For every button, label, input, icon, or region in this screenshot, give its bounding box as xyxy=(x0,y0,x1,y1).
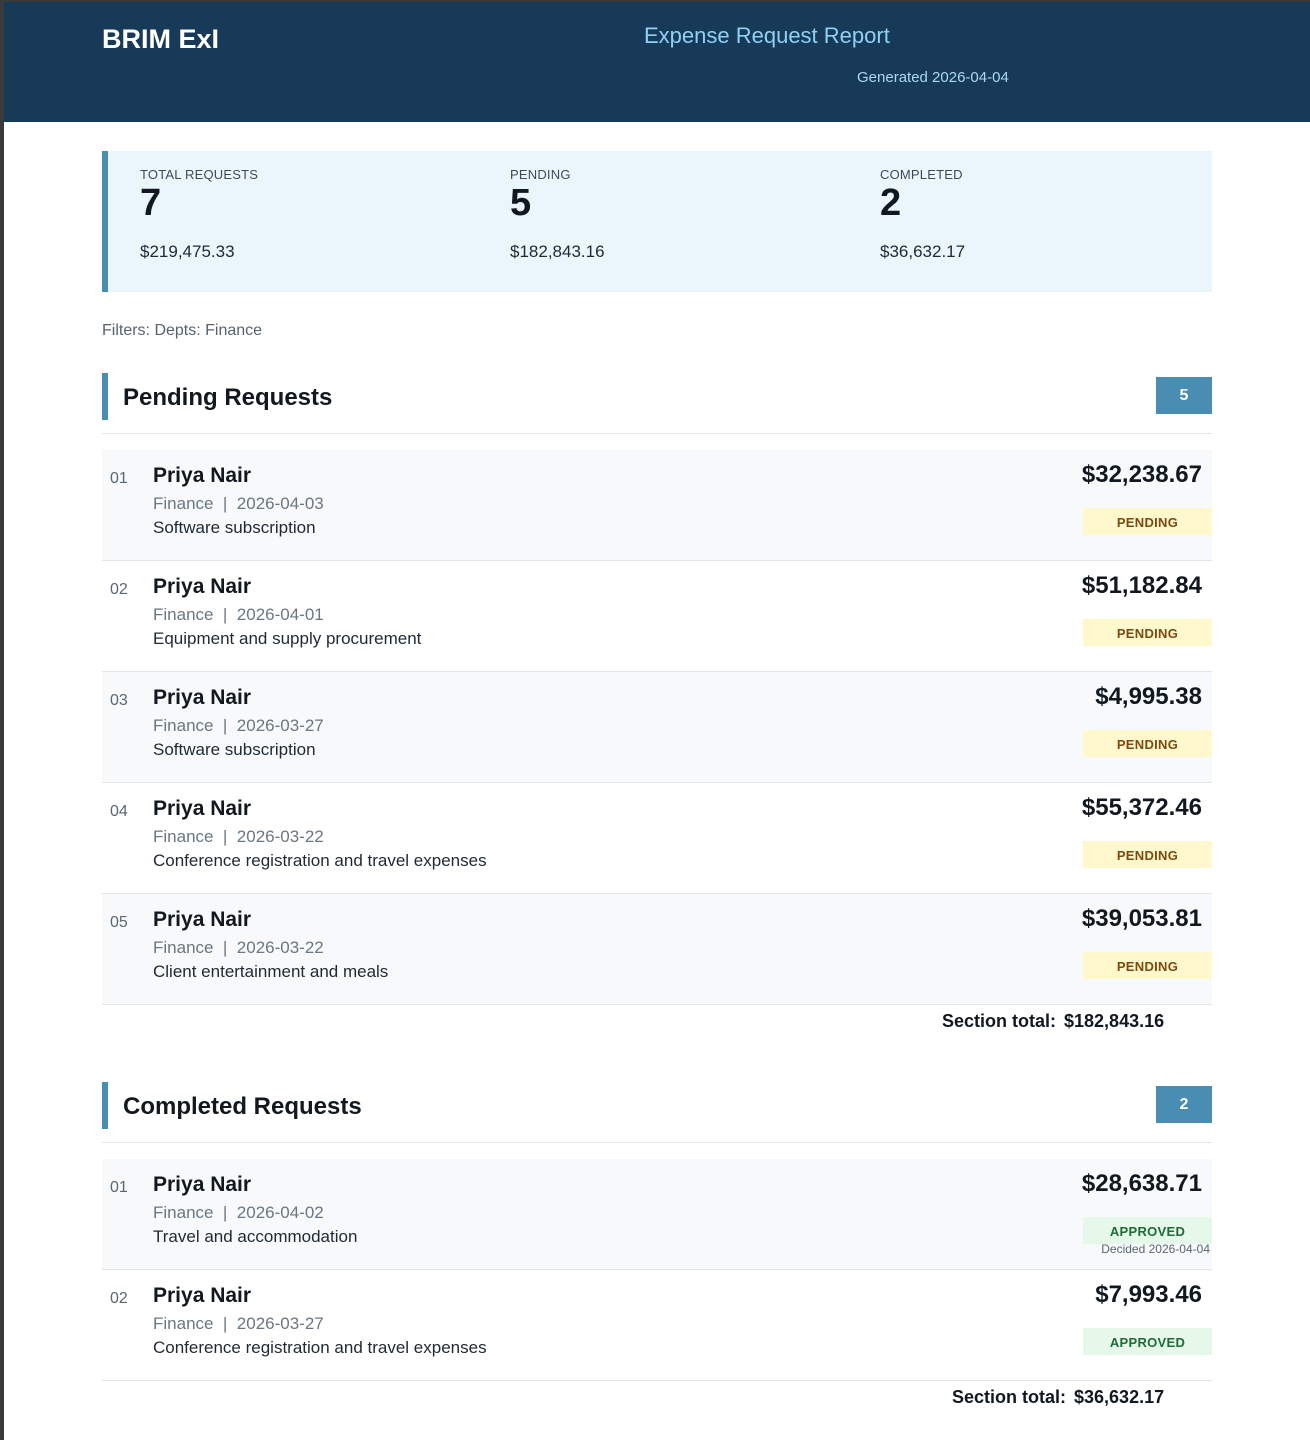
pending-section-header: Pending Requests 5 xyxy=(102,373,1212,434)
completed-section-total: Section total: $36,632.17 xyxy=(952,1387,1164,1408)
request-description: Travel and accommodation xyxy=(153,1227,358,1246)
completed-section-header: Completed Requests 2 xyxy=(102,1082,1212,1143)
stat-pending: PENDING 5 $182,843.16 xyxy=(510,167,605,262)
request-meta: Finance | 2026-03-27 xyxy=(153,1314,324,1333)
stat-total: TOTAL REQUESTS 7 $219,475.33 xyxy=(140,167,258,262)
request-row: 05 Priya Nair Finance | 2026-03-22 Client e… xyxy=(102,894,1212,1005)
request-row: 02 Priya Nair Finance | 2026-04-01 Equipmen… xyxy=(102,561,1212,672)
request-description: Client entertainment and meals xyxy=(153,962,389,981)
request-amount: $28,638.71 xyxy=(1081,1170,1202,1197)
stat-completed-count: 2 xyxy=(880,182,902,224)
stat-total-amount: $219,475.33 xyxy=(140,242,235,261)
requester-name: Priya Nair xyxy=(153,797,252,820)
request-amount: $7,993.46 xyxy=(1095,1281,1202,1308)
request-meta: Finance | 2026-03-27 xyxy=(153,716,324,735)
stat-completed-amount: $36,632.17 xyxy=(880,242,966,261)
decided-date: Decided 2026-04-04 xyxy=(1101,1242,1210,1256)
requester-name: Priya Nair xyxy=(153,575,252,598)
row-index: 01 xyxy=(110,470,128,487)
generated-date: Generated 2026-04-04 xyxy=(857,69,1009,86)
row-index: 02 xyxy=(110,581,128,598)
request-description: Equipment and supply procurement xyxy=(153,629,422,648)
request-description: Software subscription xyxy=(153,518,316,537)
completed-section-title: Completed Requests xyxy=(123,1093,362,1120)
brand-logo: BRIM ExI xyxy=(102,24,220,54)
completed-list: 01 Priya Nair Finance | 2026-04-02 Travel a… xyxy=(102,1159,1212,1381)
stat-pending-label: PENDING xyxy=(510,167,571,182)
filters-text: Filters: Depts: Finance xyxy=(102,322,263,339)
request-amount: $4,995.38 xyxy=(1095,683,1202,710)
request-amount: $32,238.67 xyxy=(1081,461,1202,488)
status-badge: APPROVED xyxy=(1083,1217,1212,1244)
stat-total-count: 7 xyxy=(140,182,162,224)
requester-name: Priya Nair xyxy=(153,686,252,709)
pending-count-badge: 5 xyxy=(1156,377,1212,414)
section-total-label: Section total: xyxy=(942,1011,1057,1031)
requester-name: Priya Nair xyxy=(153,1173,252,1196)
row-index: 01 xyxy=(110,1179,128,1196)
stat-pending-amount: $182,843.16 xyxy=(510,242,605,261)
section-total-label: Section total: xyxy=(952,1387,1067,1407)
section-total-value: $36,632.17 xyxy=(1074,1387,1165,1407)
request-meta: Finance | 2026-04-01 xyxy=(153,605,324,624)
request-description: Software subscription xyxy=(153,740,316,759)
stat-completed-label: COMPLETED xyxy=(880,167,963,182)
request-description: Conference registration and travel expen… xyxy=(153,1338,487,1357)
section-accent-bar xyxy=(102,373,108,420)
status-badge: PENDING xyxy=(1083,730,1212,757)
summary-panel: TOTAL REQUESTS 7 $219,475.33 PENDING 5 $… xyxy=(102,151,1212,292)
report-page: BRIM ExI Expense Request Report Generate… xyxy=(4,2,1310,1440)
status-badge: PENDING xyxy=(1083,952,1212,979)
report-title: Expense Request Report xyxy=(644,23,890,48)
completed-count-badge: 2 xyxy=(1156,1086,1212,1123)
request-meta: Finance | 2026-03-22 xyxy=(153,938,324,957)
section-accent-bar xyxy=(102,1082,108,1129)
request-amount: $55,372.46 xyxy=(1081,794,1202,821)
row-index: 02 xyxy=(110,1290,128,1307)
requester-name: Priya Nair xyxy=(153,908,252,931)
request-row: 03 Priya Nair Finance | 2026-03-27 Software… xyxy=(102,672,1212,783)
report-header: BRIM ExI Expense Request Report Generate… xyxy=(4,2,1310,122)
status-badge: PENDING xyxy=(1083,508,1212,535)
stat-total-label: TOTAL REQUESTS xyxy=(140,167,259,182)
request-amount: $39,053.81 xyxy=(1081,905,1202,932)
request-meta: Finance | 2026-04-03 xyxy=(153,494,324,513)
request-meta: Finance | 2026-04-02 xyxy=(153,1203,324,1222)
request-row: 01 Priya Nair Finance | 2026-04-02 Travel a… xyxy=(102,1159,1212,1270)
pending-section-total: Section total: $182,843.16 xyxy=(942,1011,1164,1032)
request-meta: Finance | 2026-03-22 xyxy=(153,827,324,846)
request-row: 04 Priya Nair Finance | 2026-03-22 Conferen… xyxy=(102,783,1212,894)
requester-name: Priya Nair xyxy=(153,464,252,487)
row-index: 03 xyxy=(110,692,128,709)
pending-list: 01 Priya Nair Finance | 2026-04-03 Software… xyxy=(102,450,1212,1005)
status-badge: PENDING xyxy=(1083,619,1212,646)
status-badge: PENDING xyxy=(1083,841,1212,868)
request-row: 02 Priya Nair Finance | 2026-03-27 Conferen… xyxy=(102,1270,1212,1381)
row-index: 05 xyxy=(110,914,128,931)
request-row: 01 Priya Nair Finance | 2026-04-03 Software… xyxy=(102,450,1212,561)
requester-name: Priya Nair xyxy=(153,1284,252,1307)
status-badge: APPROVED xyxy=(1083,1328,1212,1355)
stat-pending-count: 5 xyxy=(510,182,532,224)
request-amount: $51,182.84 xyxy=(1081,572,1202,599)
stat-completed: COMPLETED 2 $36,632.17 xyxy=(880,167,965,262)
request-description: Conference registration and travel expen… xyxy=(153,851,487,870)
row-index: 04 xyxy=(110,803,128,820)
section-total-value: $182,843.16 xyxy=(1064,1011,1165,1031)
pending-section-title: Pending Requests xyxy=(123,384,333,411)
